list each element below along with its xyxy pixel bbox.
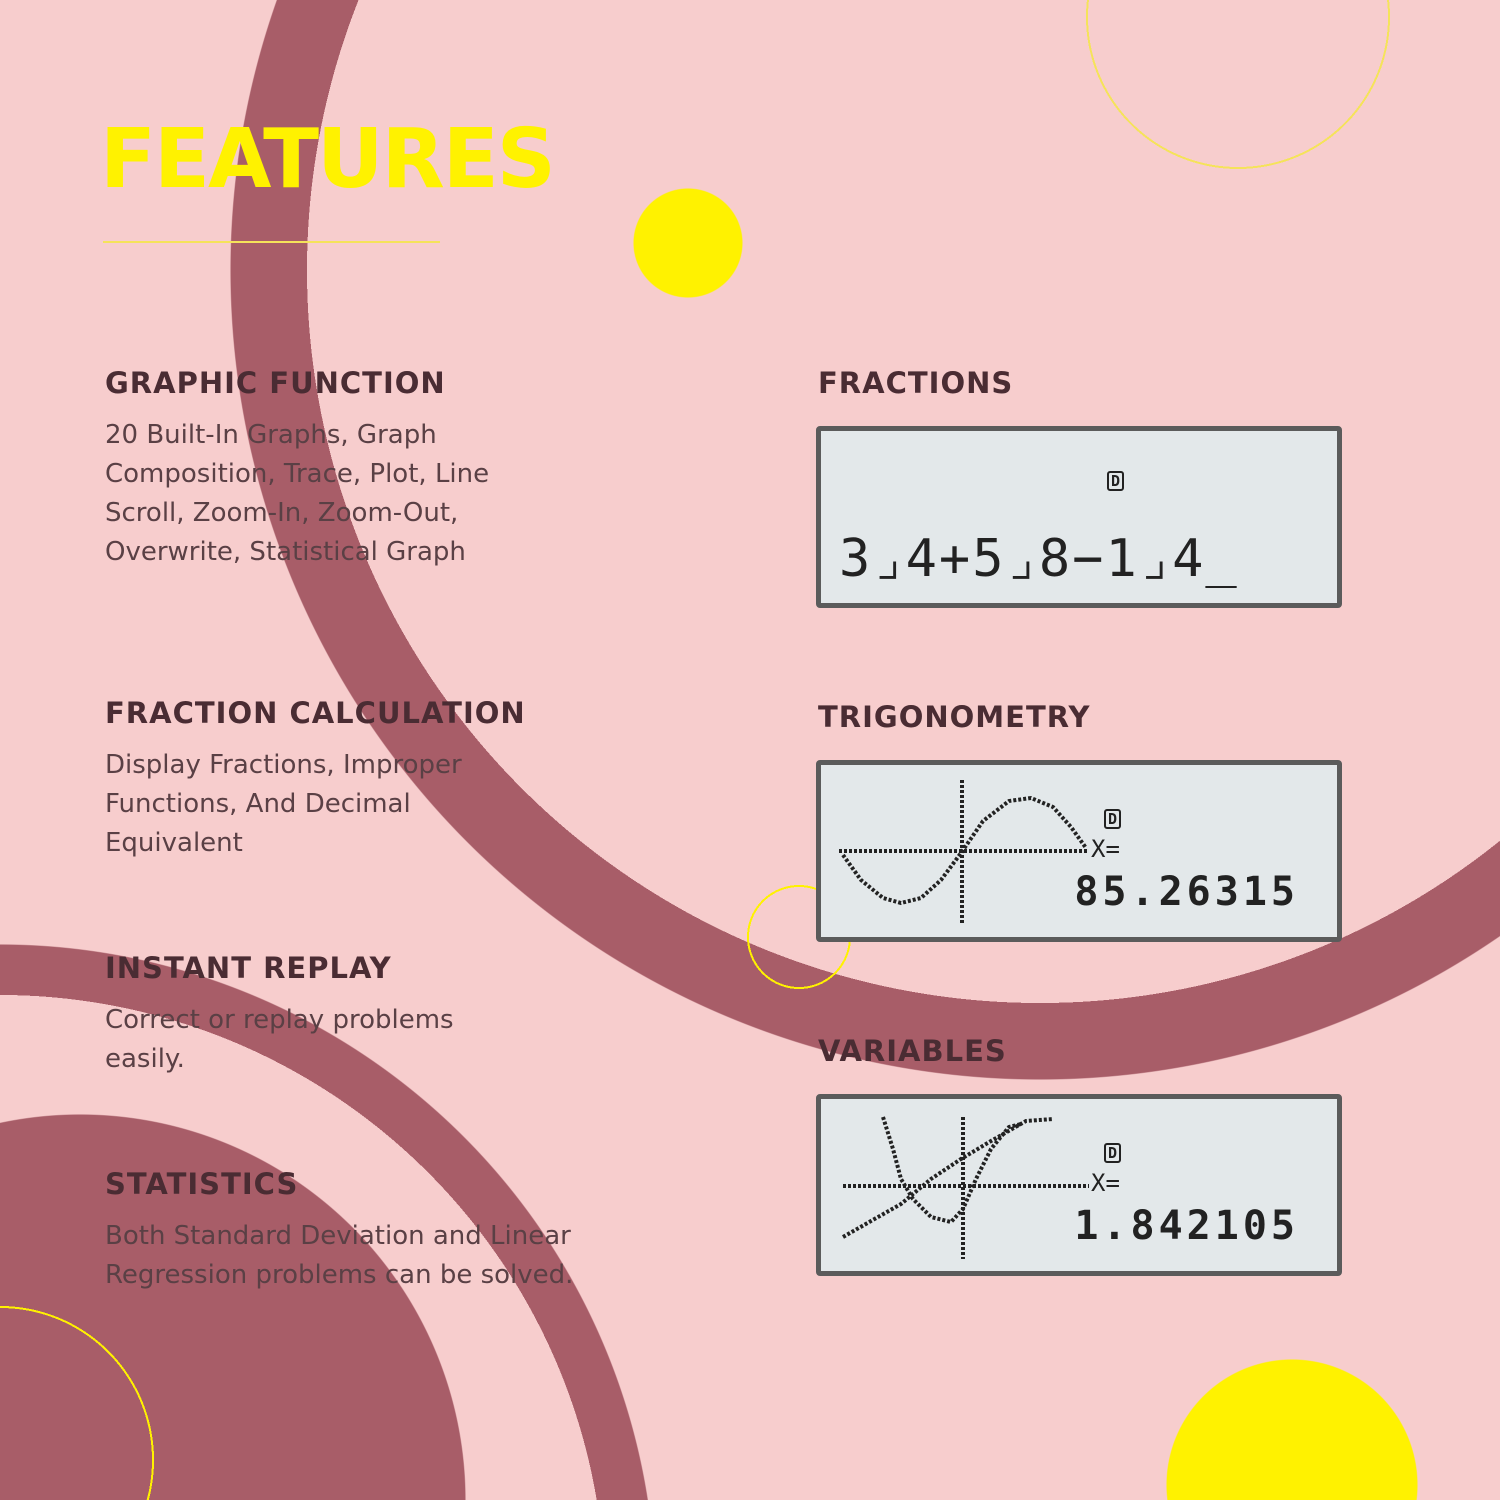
degree-indicator: D <box>1107 471 1125 491</box>
page-title: FEATURES <box>100 112 556 207</box>
lcd-display: D 3⌟4+5⌟8−1⌟4_ <box>816 426 1342 608</box>
lcd-label: X= <box>1091 1169 1120 1197</box>
lcd-label: X= <box>1091 835 1120 863</box>
feature-fraction-calculation: FRACTION CALCULATION Display Fractions, … <box>105 696 625 863</box>
feature-heading: GRAPHIC FUNCTION <box>105 366 446 400</box>
feature-text: Correct or replay problems easily. <box>105 1005 454 1074</box>
title-underline <box>103 241 440 243</box>
feature-text: 20 Built-In Graphs, Graph Composition, T… <box>105 420 490 567</box>
lcd-display: D X= 85.26315 <box>816 760 1342 942</box>
feature-graphic-function: GRAPHIC FUNCTION 20 Built-In Graphs, Gra… <box>105 366 625 572</box>
feature-statistics: STATISTICS Both Standard Deviation and L… <box>105 1167 625 1295</box>
lcd-value: 1.842105 <box>1074 1203 1299 1249</box>
lcd-display: D X= 1.842105 <box>816 1094 1342 1276</box>
lcd-expression: 3⌟4+5⌟8−1⌟4_ <box>839 529 1239 589</box>
feature-heading: FRACTION CALCULATION <box>105 696 526 730</box>
sine-graph <box>839 780 1089 925</box>
screen-heading: VARIABLES <box>818 1034 1007 1068</box>
feature-heading: INSTANT REPLAY <box>105 951 392 985</box>
feature-instant-replay: INSTANT REPLAY Correct or replay problem… <box>105 951 625 1079</box>
feature-heading: STATISTICS <box>105 1167 299 1201</box>
feature-text: Both Standard Deviation and Linear Regre… <box>105 1221 574 1290</box>
variables-graph <box>842 1116 1089 1259</box>
lcd-value: 85.26315 <box>1074 869 1299 915</box>
degree-indicator: D <box>1104 1143 1122 1163</box>
feature-text: Display Fractions, Improper Functions, A… <box>105 750 462 858</box>
screen-heading: FRACTIONS <box>818 366 1014 400</box>
degree-indicator: D <box>1104 809 1122 829</box>
screen-heading: TRIGONOMETRY <box>818 700 1091 734</box>
